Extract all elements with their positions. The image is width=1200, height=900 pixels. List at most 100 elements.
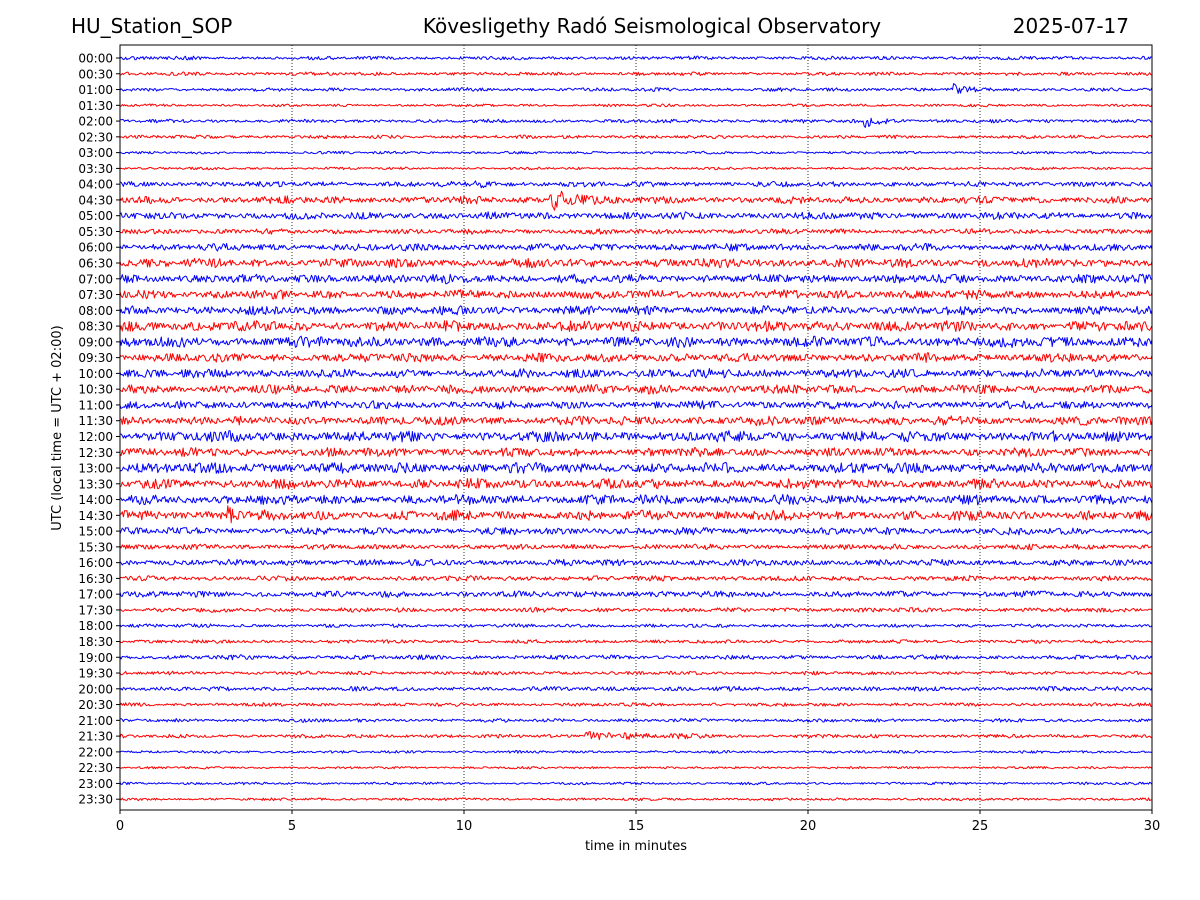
y-tick-label: 03:00 <box>78 146 113 160</box>
trace-0500 <box>119 211 1153 220</box>
trace-1330 <box>119 477 1153 490</box>
chart-date: 2025-07-17 <box>1012 14 1129 38</box>
y-tick-label: 08:00 <box>78 304 113 318</box>
trace-2130 <box>119 730 1153 741</box>
trace-0300 <box>119 150 1153 155</box>
trace-1400 <box>119 493 1153 506</box>
trace-0700 <box>119 273 1153 285</box>
trace-2200 <box>119 750 1153 754</box>
x-axis: 0 5 10 15 20 25 30 <box>116 810 1160 834</box>
y-axis-label: UTC (local time = UTC + 02:00) <box>50 325 65 530</box>
trace-1600 <box>119 558 1153 567</box>
trace-1700 <box>119 590 1153 598</box>
y-tick-label: 22:00 <box>78 745 113 759</box>
trace-2230 <box>119 766 1153 770</box>
trace-1100 <box>119 400 1153 410</box>
trace-0230 <box>119 134 1153 140</box>
trace-0800 <box>119 305 1153 316</box>
trace-2000 <box>119 685 1153 692</box>
trace-0630 <box>119 257 1153 269</box>
trace-0100 <box>119 83 1153 94</box>
trace-1900 <box>119 654 1153 661</box>
trace-2100 <box>119 718 1153 723</box>
x-tick-label-25: 25 <box>972 819 989 834</box>
y-tick-label: 08:30 <box>78 320 113 334</box>
x-tick-label-20: 20 <box>800 819 817 834</box>
y-tick-label: 05:30 <box>78 225 113 239</box>
y-tick-label: 01:00 <box>78 83 113 97</box>
x-tick-label-5: 5 <box>288 819 296 834</box>
y-tick-label: 02:30 <box>78 130 113 144</box>
y-tick-label: 11:30 <box>78 414 113 428</box>
y-tick-label: 23:00 <box>78 777 113 791</box>
trace-0730 <box>119 289 1153 300</box>
y-tick-label: 03:30 <box>78 162 113 176</box>
y-tick-label: 13:30 <box>78 477 113 491</box>
x-tick-label-0: 0 <box>116 819 124 834</box>
station-name: HU_Station_SOP <box>71 14 233 38</box>
trace-0430 <box>119 190 1153 211</box>
grid-lines <box>291 45 981 810</box>
y-tick-label: 10:00 <box>78 367 113 381</box>
trace-1730 <box>119 607 1153 613</box>
y-tick-label: 07:00 <box>78 272 113 286</box>
trace-0000 <box>119 55 1153 61</box>
y-tick-label: 14:30 <box>78 509 113 523</box>
trace-1130 <box>119 415 1153 427</box>
chart-title: Kövesligethy Radó Seismological Observat… <box>422 14 882 38</box>
y-tick-label: 12:00 <box>78 430 113 444</box>
x-axis-label: time in minutes <box>585 839 687 854</box>
traces-group <box>119 55 1153 802</box>
trace-0200 <box>119 117 1153 128</box>
trace-1030 <box>119 384 1153 395</box>
y-tick-label: 19:00 <box>78 651 113 665</box>
y-tick-label: 13:00 <box>78 462 113 476</box>
y-tick-label: 11:00 <box>78 398 113 412</box>
trace-1630 <box>119 575 1153 582</box>
y-tick-label: 04:30 <box>78 193 113 207</box>
y-tick-label: 06:30 <box>78 257 113 271</box>
y-tick-label: 09:30 <box>78 351 113 365</box>
trace-1930 <box>119 670 1153 676</box>
y-tick-label: 14:00 <box>78 493 113 507</box>
y-tick-label: 10:30 <box>78 383 113 397</box>
y-tick-label: 01:30 <box>78 99 113 113</box>
trace-2030 <box>119 702 1153 707</box>
trace-1830 <box>119 639 1153 644</box>
y-tick-label: 09:00 <box>78 335 113 349</box>
trace-1800 <box>119 623 1153 628</box>
y-tick-label: 00:30 <box>78 67 113 81</box>
trace-1000 <box>119 368 1153 379</box>
trace-0600 <box>119 242 1153 252</box>
y-tick-label: 18:00 <box>78 619 113 633</box>
y-tick-label: 06:00 <box>78 241 113 255</box>
trace-1500 <box>119 526 1153 536</box>
y-tick-label: 16:30 <box>78 572 113 586</box>
trace-2330 <box>119 797 1152 802</box>
y-tick-label: 20:30 <box>78 698 113 712</box>
trace-0900 <box>119 335 1153 349</box>
trace-0400 <box>120 180 1153 189</box>
y-tick-label: 16:00 <box>78 556 113 570</box>
x-tick-label-10: 10 <box>456 819 473 834</box>
trace-0930 <box>119 352 1153 363</box>
trace-0830 <box>119 320 1153 332</box>
trace-0030 <box>119 71 1153 77</box>
trace-1300 <box>119 461 1153 474</box>
y-tick-label: 18:30 <box>78 635 113 649</box>
trace-0130 <box>120 103 1153 108</box>
x-tick-label-30: 30 <box>1144 819 1161 834</box>
y-tick-label: 20:00 <box>78 682 113 696</box>
y-tick-label: 19:30 <box>78 667 113 681</box>
y-tick-label: 17:30 <box>78 603 113 617</box>
y-tick-label: 02:00 <box>78 115 113 129</box>
x-tick-label-15: 15 <box>628 819 645 834</box>
trace-2300 <box>119 781 1153 786</box>
y-tick-label: 17:00 <box>78 588 113 602</box>
trace-1230 <box>119 447 1153 458</box>
y-tick-label: 12:30 <box>78 446 113 460</box>
y-tick-label: 23:30 <box>78 793 113 807</box>
y-tick-label: 05:00 <box>78 209 113 223</box>
